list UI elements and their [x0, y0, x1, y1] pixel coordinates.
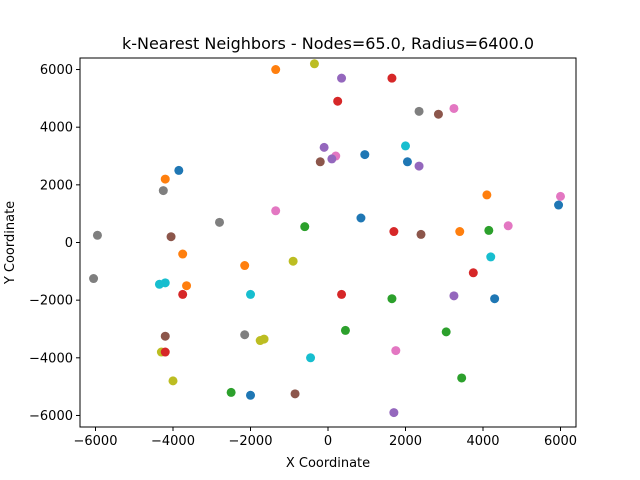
y-tick-label: 6000	[40, 63, 73, 78]
y-tick-label: 0	[65, 236, 73, 251]
chart-title: k-Nearest Neighbors - Nodes=65.0, Radius…	[122, 34, 534, 53]
x-tick-label: −2000	[229, 434, 273, 449]
scatter-point-47	[226, 387, 236, 397]
scatter-point-29	[319, 142, 329, 152]
scatter-point-19	[389, 227, 399, 237]
scatter-point-46	[246, 390, 255, 400]
scatter-point-4	[484, 225, 494, 235]
scatter-point-8	[455, 227, 465, 237]
scatter-point-9	[449, 291, 459, 301]
x-tick-label: 2000	[389, 434, 422, 449]
scatter-point-27	[333, 96, 343, 106]
scatter-point-28	[309, 59, 319, 69]
scatter-point-51	[158, 186, 168, 196]
y-axis-label: Y Coordinate	[3, 201, 18, 285]
y-axis-ticks: −6000 −4000 −2000 0 2000 4000 6000	[29, 63, 80, 424]
scatter-point-45	[240, 330, 250, 340]
y-tick-label: −4000	[29, 351, 73, 366]
scatter-point-62	[92, 230, 102, 240]
scatter-point-5	[486, 252, 496, 262]
scatter-point-1	[554, 200, 564, 210]
scatter-point-57	[154, 279, 164, 289]
scatter-point-0	[556, 191, 565, 201]
x-tick-label: 6000	[544, 434, 577, 449]
scatter-point-31	[327, 154, 337, 164]
x-tick-label: −4000	[151, 434, 195, 449]
scatter-point-48	[215, 217, 224, 227]
scatter-point-60	[160, 347, 170, 357]
y-tick-label: −2000	[29, 294, 73, 309]
scatter-point-54	[182, 281, 192, 291]
scatter-point-49	[174, 165, 184, 175]
x-axis-ticks: −6000 −4000 −2000 0 2000 4000 6000	[74, 427, 577, 449]
scatter-point-15	[402, 157, 412, 167]
scatter-points	[89, 59, 565, 418]
scatter-point-39	[271, 65, 281, 75]
scatter-point-24	[360, 150, 370, 160]
scatter-point-21	[391, 346, 401, 356]
scatter-point-33	[337, 289, 347, 299]
scatter-point-3	[482, 190, 492, 200]
scatter-point-2	[503, 221, 513, 231]
scatter-point-34	[340, 325, 350, 335]
x-tick-label: 4000	[466, 434, 499, 449]
y-tick-label: −6000	[29, 409, 73, 424]
scatter-point-38	[290, 389, 300, 399]
scatter-point-7	[468, 268, 478, 278]
scatter-point-16	[414, 161, 424, 171]
scatter-point-40	[271, 206, 281, 216]
scatter-point-50	[160, 174, 170, 184]
y-tick-label: 2000	[40, 178, 73, 193]
x-tick-label: 0	[324, 434, 332, 449]
scatter-point-13	[433, 109, 443, 119]
scatter-point-63	[89, 274, 99, 284]
scatter-point-44	[240, 261, 250, 271]
scatter-point-43	[246, 289, 255, 299]
scatter-point-12	[449, 103, 459, 113]
scatter-point-10	[441, 327, 451, 337]
scatter-point-53	[178, 249, 188, 259]
scatter-point-25	[356, 213, 366, 223]
scatter-point-61	[168, 376, 178, 386]
scatter-point-55	[178, 289, 188, 299]
scatter-point-26	[337, 73, 347, 83]
x-tick-label: −6000	[74, 434, 118, 449]
scatter-point-20	[387, 294, 397, 304]
scatter-point-18	[416, 229, 426, 239]
scatter-point-42	[255, 336, 265, 346]
scatter-point-35	[300, 222, 310, 232]
x-axis-label: X Coordinate	[286, 456, 370, 471]
scatter-point-52	[166, 232, 176, 242]
scatter-point-58	[160, 331, 170, 341]
scatter-point-11	[457, 373, 467, 383]
scatter-point-36	[288, 256, 298, 266]
scatter-point-14	[414, 106, 424, 116]
scatter-point-17	[401, 141, 410, 151]
scatter-point-22	[389, 408, 399, 418]
scatter-point-6	[490, 294, 500, 304]
scatter-point-23	[387, 73, 397, 83]
scatter-point-32	[315, 157, 325, 167]
scatter-point-37	[306, 353, 316, 363]
y-tick-label: 4000	[40, 121, 73, 136]
